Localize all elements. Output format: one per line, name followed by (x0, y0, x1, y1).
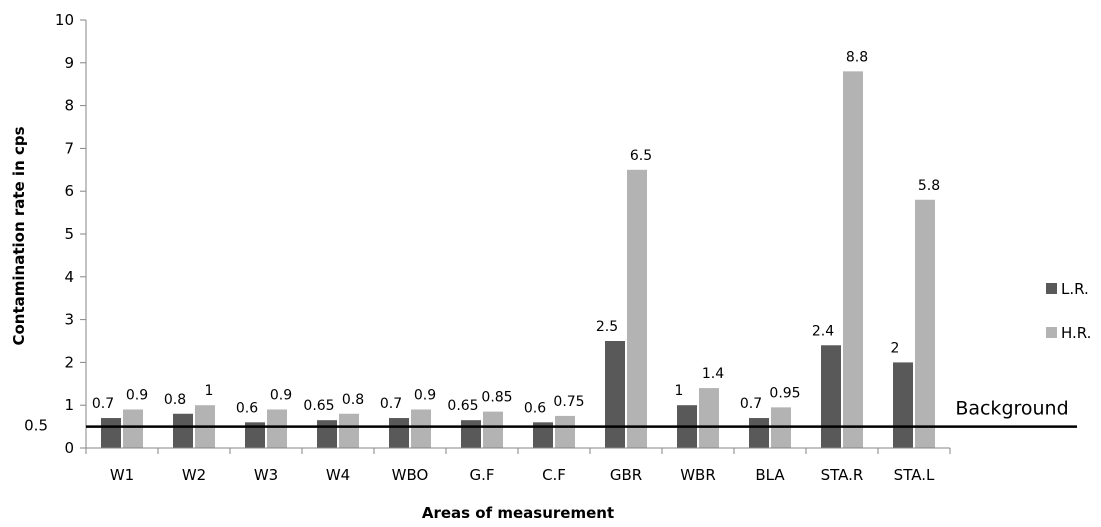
bar-lr-stal (893, 362, 913, 448)
legend-label-lr: L.R. (1061, 280, 1089, 298)
bar-lr-star (821, 345, 841, 448)
bar-lr-w1 (101, 418, 121, 448)
bar-hr-gbr (627, 169, 647, 449)
data-label-hr: 0.9 (414, 387, 436, 403)
y-tick-label: 1 (64, 396, 74, 414)
bar-lr-bla (749, 418, 769, 448)
bar-lr-w4 (317, 420, 337, 448)
data-label-lr: 0.7 (380, 396, 402, 412)
x-tick-label: W4 (326, 466, 350, 484)
y-tick-label: 7 (64, 139, 74, 157)
legend-label-hr: H.R. (1061, 324, 1091, 342)
legend-swatch-hr (1046, 327, 1057, 338)
bar-lr-cf (533, 422, 553, 448)
x-tick-label: GBR (610, 466, 642, 484)
bar-hr-star (843, 71, 863, 449)
x-axis-title: Areas of measurement (422, 504, 614, 522)
data-label-hr: 5.8 (918, 178, 940, 194)
x-tick-label: WBR (680, 466, 716, 484)
x-tick-label: W2 (182, 466, 206, 484)
y-tick-label: 5 (64, 225, 74, 243)
data-label-lr: 0.7 (740, 396, 762, 412)
y-tick-label: 2 (64, 353, 74, 371)
data-label-hr: 0.9 (270, 387, 292, 403)
data-label-lr: 0.8 (164, 392, 186, 408)
data-label-hr: 1.4 (702, 366, 724, 382)
bar-lr-w2 (173, 413, 193, 448)
y-tick-label: 0 (64, 439, 74, 457)
x-tick-label: STA.L (894, 466, 935, 484)
data-label-lr: 0.6 (236, 400, 258, 416)
background-label: Background (955, 398, 1068, 420)
x-tick-label: WBO (392, 466, 429, 484)
x-tick-label: G.F (469, 466, 494, 484)
bar-hr-wbr (699, 388, 719, 448)
bar-hr-cf (555, 415, 575, 448)
x-tick-label: STA.R (821, 466, 864, 484)
data-label-lr: 0.65 (303, 398, 334, 414)
data-label-lr: 0.65 (447, 398, 478, 414)
y-tick-label: 10 (55, 11, 74, 29)
data-label-hr: 1 (205, 383, 214, 399)
bar-hr-stal (915, 199, 935, 448)
bar-hr-w3 (267, 409, 287, 448)
bar-hr-w1 (123, 409, 143, 448)
background-value-label: 0.5 (24, 417, 48, 435)
data-label-lr: 0.7 (92, 396, 114, 412)
data-label-hr: 8.8 (846, 49, 868, 65)
x-tick-label: BLA (755, 466, 785, 484)
y-tick-label: 6 (64, 182, 74, 200)
data-label-hr: 6.5 (630, 148, 652, 164)
data-label-hr: 0.75 (553, 394, 584, 410)
bar-lr-gbr (605, 341, 625, 448)
y-axis-title: Contamination rate in cps (10, 126, 28, 345)
x-tick-label: W3 (254, 466, 278, 484)
x-tick-label: W1 (110, 466, 134, 484)
y-tick-label: 3 (64, 311, 74, 329)
bar-hr-gf (483, 411, 503, 448)
data-label-lr: 2.5 (596, 319, 618, 335)
bar-lr-w3 (245, 422, 265, 448)
legend-swatch-lr (1046, 283, 1057, 294)
bar-hr-w4 (339, 413, 359, 448)
bar-hr-wbo (411, 409, 431, 448)
x-tick-label: C.F (542, 466, 566, 484)
data-label-lr: 1 (675, 383, 684, 399)
bar-lr-gf (461, 420, 481, 448)
data-label-lr: 2.4 (812, 323, 834, 339)
data-label-hr: 0.9 (126, 387, 148, 403)
data-label-hr: 0.95 (769, 385, 800, 401)
bar-lr-wbo (389, 418, 409, 448)
y-tick-label: 8 (64, 97, 74, 115)
data-label-lr: 0.6 (524, 400, 546, 416)
data-label-hr: 0.85 (481, 390, 512, 406)
data-label-hr: 0.8 (342, 392, 364, 408)
y-tick-label: 9 (64, 54, 74, 72)
y-tick-label: 4 (64, 268, 74, 286)
data-label-lr: 2 (891, 340, 900, 356)
